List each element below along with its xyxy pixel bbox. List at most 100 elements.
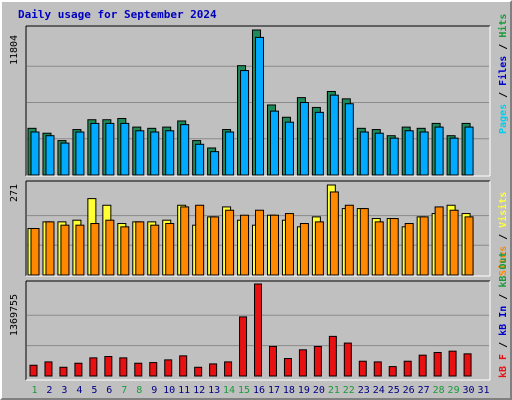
day-label: 23 <box>358 385 370 396</box>
bar-files <box>329 94 339 176</box>
day-label: 28 <box>433 385 445 396</box>
bar-sites <box>389 218 399 276</box>
bar-kb-f <box>149 362 158 377</box>
bar-sites <box>255 209 265 276</box>
bar-sites <box>120 226 130 276</box>
legend-item: kB In <box>498 306 509 336</box>
bar-kb-f <box>358 360 367 377</box>
bar-kb-f <box>59 366 68 377</box>
bar-files <box>389 137 399 176</box>
legend-text: kB F / kB In / kB Out <box>498 252 509 378</box>
bar-files <box>240 70 250 176</box>
day-label: 29 <box>448 385 460 396</box>
legend-item: Visits <box>497 192 509 228</box>
legend-text: Sites / Visits <box>497 192 509 276</box>
bar-files <box>419 131 429 176</box>
panel-hits-files-pages <box>25 25 491 177</box>
legend-item: kB Out <box>498 252 509 288</box>
bar-sites <box>359 208 369 276</box>
bar-files <box>45 135 55 176</box>
bar-sites <box>210 216 220 276</box>
bar-kb-f <box>209 363 218 377</box>
legend-separator: / <box>498 38 509 56</box>
bar-sites <box>195 204 205 276</box>
bar-kb-f <box>268 345 277 377</box>
day-label: 12 <box>193 385 205 396</box>
day-label: 16 <box>253 385 265 396</box>
day-label: 24 <box>373 385 385 396</box>
bar-sites <box>45 221 55 276</box>
bar-kb-f <box>74 362 83 377</box>
bar-sites <box>150 224 160 276</box>
day-label: 27 <box>418 385 430 396</box>
bar-sites <box>344 204 354 276</box>
bar-files <box>284 121 294 176</box>
bar-files <box>90 122 100 176</box>
bar-sites <box>434 206 444 276</box>
bar-sites <box>240 214 250 276</box>
bar-sites <box>30 228 40 276</box>
day-label: 3 <box>61 385 67 396</box>
bar-files <box>150 131 160 176</box>
bar-kb-f <box>164 359 173 377</box>
bar-files <box>75 131 85 176</box>
bar-sites <box>105 219 115 276</box>
day-label: 22 <box>343 385 355 396</box>
chart-title: Daily usage for September 2024 <box>18 8 217 21</box>
bar-sites <box>90 223 100 276</box>
bar-sites <box>60 224 70 276</box>
bar-files <box>165 130 175 176</box>
bar-sites <box>404 223 414 276</box>
bar-files <box>359 131 369 176</box>
bar-sites <box>299 223 309 276</box>
bar-kb-f <box>104 356 113 377</box>
bar-sites <box>329 191 339 276</box>
bar-sites <box>225 209 235 276</box>
legend-separator: / <box>498 228 509 246</box>
day-label: 1 <box>31 385 37 396</box>
legend-item: Pages <box>498 104 509 134</box>
bar-sites <box>75 224 85 276</box>
day-label: 14 <box>223 385 235 396</box>
bar-kb-f <box>179 355 188 377</box>
bar-files <box>434 126 444 176</box>
bar-files <box>404 130 414 176</box>
bar-files <box>120 122 130 176</box>
day-label: 25 <box>388 385 400 396</box>
bar-kb-f <box>328 335 337 377</box>
legend-item: Files <box>497 56 509 86</box>
bar-sites <box>284 213 294 276</box>
bar-kb-f <box>254 283 263 377</box>
bar-files <box>449 137 459 176</box>
legend-separator: / <box>498 336 509 354</box>
bar-files <box>299 102 309 176</box>
bar-kb-f <box>343 342 352 377</box>
legend-item: kB F <box>498 354 509 378</box>
day-label: 10 <box>163 385 175 396</box>
bar-kb-f <box>373 361 382 377</box>
day-label: 5 <box>91 385 97 396</box>
bar-sites <box>269 214 279 276</box>
y-max-label: 1369755 <box>9 294 20 336</box>
bar-sites <box>464 216 474 276</box>
panel-kbytes <box>25 280 491 381</box>
day-label: 17 <box>268 385 280 396</box>
bar-sites <box>135 221 145 276</box>
bar-files <box>105 122 115 176</box>
bar-sites <box>165 223 175 276</box>
day-label: 6 <box>106 385 112 396</box>
day-label: 26 <box>403 385 415 396</box>
bar-kb-f <box>403 360 412 377</box>
day-label: 21 <box>328 385 340 396</box>
bar-files <box>195 143 205 176</box>
legend-separator: / <box>498 288 509 306</box>
bar-kb-f <box>433 351 442 377</box>
bar-kb-f <box>418 354 427 377</box>
legend-text: Pages / Files / Hits <box>497 14 509 134</box>
bar-files <box>135 130 145 176</box>
bar-files <box>464 126 474 176</box>
bar-kb-f <box>29 364 38 377</box>
bar-sites <box>419 216 429 276</box>
day-label: 30 <box>463 385 475 396</box>
bar-files <box>374 132 384 176</box>
